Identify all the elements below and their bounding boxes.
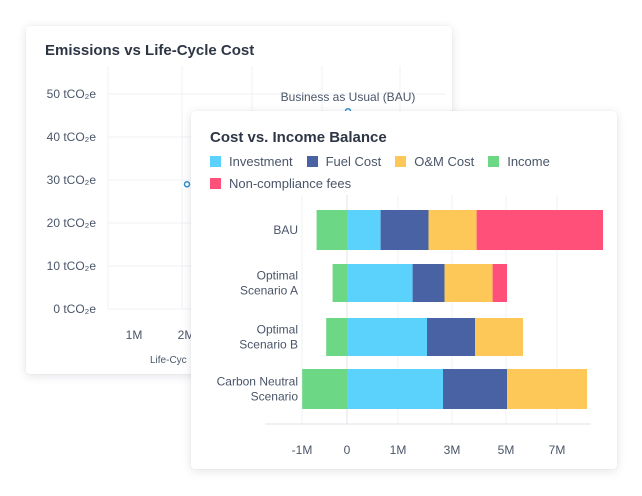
legend-label: Fuel Cost	[325, 153, 382, 169]
emissions-x-tick-label: 1M	[126, 328, 143, 342]
legend-swatch	[210, 155, 221, 167]
emissions-x-tick-label: 2M	[178, 328, 195, 342]
cost-category-label: Scenario A	[240, 284, 298, 298]
legend-label: O&M Cost	[414, 153, 475, 169]
cost-bar-segment	[332, 264, 347, 302]
cost-x-tick-label: -1M	[292, 443, 313, 457]
cost-chart-title: Cost vs. Income Balance	[210, 129, 387, 146]
legend-swatch	[488, 155, 500, 167]
cost-chart-legend: Investment Fuel Cost O&M Cost Income Non-com…	[210, 150, 600, 194]
cost-bar-segment	[492, 264, 507, 302]
legend-item: Income	[488, 150, 550, 172]
legend-swatch	[395, 155, 407, 167]
legend-item: Non-compliance fees	[210, 172, 351, 194]
emissions-x-axis-label: Life-Cyc	[150, 355, 187, 366]
cost-bar-segment	[412, 264, 445, 302]
emissions-y-tick-label: 20 tCO₂e	[47, 216, 97, 230]
cost-bar-segment	[347, 318, 427, 356]
cost-bar-segment	[475, 318, 523, 356]
legend-label: Income	[507, 153, 550, 169]
legend-item: Fuel Cost	[306, 150, 382, 172]
cost-x-tick-label: 7M	[549, 443, 566, 457]
cost-bar-segment	[302, 369, 347, 409]
emissions-y-tick-label: 10 tCO₂e	[47, 259, 97, 273]
cost-bar-segment	[476, 210, 603, 250]
emissions-y-tick-label: 40 tCO₂e	[47, 130, 97, 144]
cost-x-tick-label: 1M	[390, 443, 407, 457]
cost-bar-segment	[444, 264, 493, 302]
cost-bar-segment	[507, 369, 587, 409]
emissions-data-point	[183, 181, 191, 188]
cost-bar-segment	[428, 210, 477, 250]
cost-bar-segment	[347, 210, 381, 250]
legend-swatch	[210, 177, 221, 189]
cost-income-card: Cost vs. Income Balance Investment Fuel C…	[191, 111, 617, 469]
cost-bar-segment	[316, 210, 347, 250]
cost-category-label: BAU	[273, 223, 298, 237]
cost-bar-segment	[347, 369, 443, 409]
cost-category-label: Scenario B	[239, 338, 298, 352]
cost-category-label: Optimal	[257, 323, 298, 337]
emissions-point-label: Business as Usual (BAU)	[281, 90, 416, 104]
cost-bar-segment	[347, 264, 413, 302]
cost-bar-segment	[380, 210, 429, 250]
emissions-chart-title: Emissions vs Life-Cycle Cost	[45, 42, 255, 59]
legend-item: O&M Cost	[395, 150, 474, 172]
legend-label: Non-compliance fees	[229, 175, 352, 191]
emissions-y-tick-label: 50 tCO₂e	[47, 87, 97, 101]
emissions-y-tick-label: 30 tCO₂e	[47, 173, 97, 187]
cost-category-label: Carbon Neutral	[217, 375, 298, 389]
cost-category-label: Scenario	[251, 390, 299, 404]
emissions-chart-svg: 0 tCO₂e 10 tCO₂e 20 tCO₂e 30 tCO₂e 40 tCO₂e 5…	[47, 66, 446, 366]
cost-bar-segment	[443, 369, 507, 409]
cost-bar-segment	[326, 318, 347, 356]
emissions-y-tick-label: 0 tCO₂e	[53, 302, 96, 316]
cost-x-tick-label: 5M	[498, 443, 515, 457]
cost-bar-segment	[427, 318, 475, 356]
cost-x-tick-label: 0	[344, 443, 351, 457]
legend-swatch	[306, 155, 318, 167]
legend-label: Investment	[229, 153, 293, 169]
legend-item: Investment	[210, 150, 293, 172]
cost-x-tick-label: 3M	[444, 443, 461, 457]
cost-category-label: Optimal	[257, 269, 298, 283]
